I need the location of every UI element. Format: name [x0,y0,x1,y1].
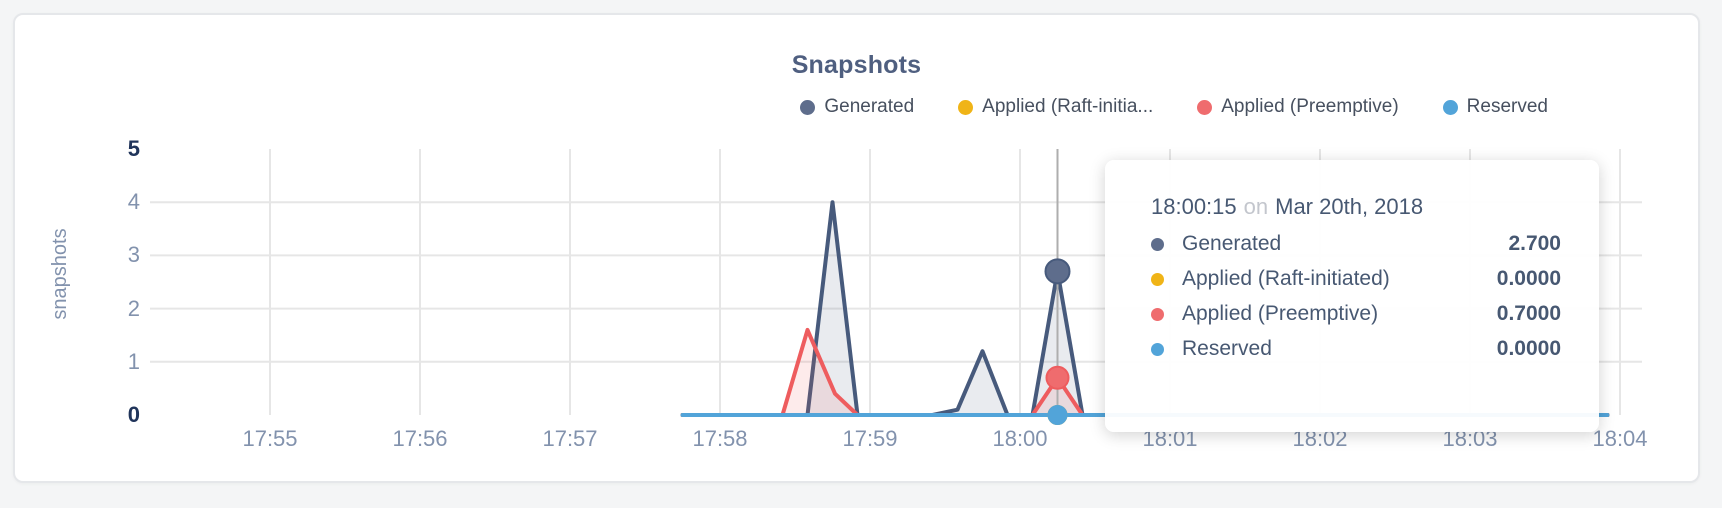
tooltip-time: 18:00:15 [1151,194,1237,219]
tooltip-series-value: 2.700 [1508,232,1561,255]
tooltip-date: Mar 20th, 2018 [1275,194,1424,219]
tooltip-series-value: 0.0000 [1496,337,1561,360]
selected-point-dot-generated[interactable] [1044,258,1071,285]
raft-initiated-series-dot-icon [1151,272,1164,286]
legend-item-reserved[interactable]: Reserved [1442,96,1548,118]
tooltip-row-applied-raft-initiated: Applied (Raft-initiated) 0.0000 [1151,267,1561,291]
legend-item-label: Applied (Preemptive) [1221,96,1399,117]
tooltip-series-label: Applied (Raft-initiated) [1182,267,1390,290]
tooltip-series-value: 0.0000 [1496,267,1561,290]
tooltip-conjunction: on [1243,194,1269,219]
selected-point-dot-applied-preemptive[interactable] [1045,365,1070,390]
legend: Generated Applied (Raft-initia... Applie… [800,96,1548,118]
reserved-series-dot-icon [1442,99,1458,115]
tooltip-series-value: 0.7000 [1496,302,1561,325]
generated-series-dot-icon [1151,237,1164,251]
legend-item-applied-raft-initiated[interactable]: Applied (Raft-initia... [958,96,1153,118]
series-line-generated [680,200,1610,417]
tooltip-series-label: Applied (Preemptive) [1182,302,1379,325]
legend-item-applied-preemptive[interactable]: Applied (Preemptive) [1197,96,1399,118]
chart-title: Snapshots [791,51,922,79]
chart-tooltip: 18:00:15 on Mar 20th, 2018 Generated 2.700… [1105,160,1599,432]
raft-initiated-series-dot-icon [958,99,974,115]
y-axis-label: snapshots [49,228,71,320]
legend-item-generated[interactable]: Generated [800,96,914,118]
tooltip-series-label: Reserved [1182,337,1272,360]
reserved-series-dot-icon [1151,342,1164,356]
tooltip-series-label: Generated [1182,232,1282,255]
selected-point-dot-reserved[interactable] [1047,405,1068,425]
tooltip-row-generated: Generated 2.700 [1151,232,1561,256]
legend-item-label: Generated [824,96,915,117]
tooltip-header: 18:00:15 on Mar 20th, 2018 [1151,194,1561,220]
tooltip-row-applied-preemptive: Applied (Preemptive) 0.7000 [1151,302,1561,326]
tooltip-row-reserved: Reserved 0.0000 [1151,337,1561,361]
legend-item-label: Applied (Raft-initia... [982,96,1154,117]
generated-series-dot-icon [800,99,816,115]
chart-card: Snapshots Generated Applied (Raft-initia… [13,13,1700,483]
legend-item-label: Reserved [1466,96,1548,117]
preemptive-series-dot-icon [1151,307,1164,321]
preemptive-series-dot-icon [1197,99,1213,115]
